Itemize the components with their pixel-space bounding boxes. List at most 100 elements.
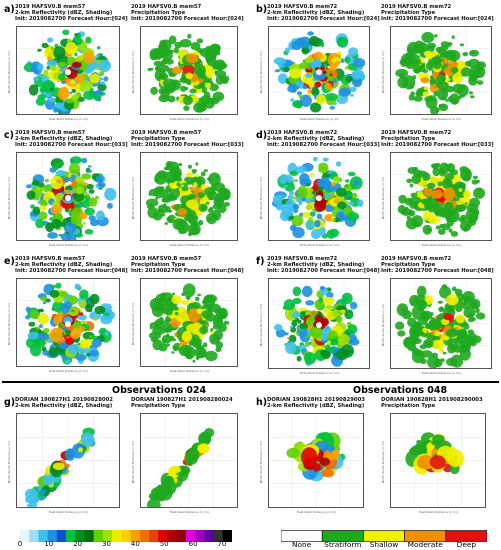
field-cell — [100, 315, 108, 321]
field-cell — [305, 220, 315, 230]
field-cell — [80, 432, 95, 447]
field-cell — [149, 326, 153, 330]
panel-header-line: Init: 2019082700 Forecast Hour:[033] — [15, 142, 128, 149]
field-cell — [329, 228, 340, 238]
x-axis-label: East-West Distance (n mi) — [170, 243, 209, 247]
precip-category-label: Moderate — [407, 540, 443, 549]
field-cell — [310, 229, 322, 240]
field-cell — [84, 207, 95, 216]
field-cell — [153, 48, 163, 61]
panel-header-line: 2019 HAFSV0.B mem57 — [131, 256, 202, 262]
field-cell — [448, 228, 453, 233]
field-cell — [87, 165, 92, 168]
field-cell — [443, 187, 456, 201]
field-cell — [316, 179, 326, 188]
field-cell — [57, 87, 70, 101]
field-cell — [62, 177, 71, 183]
field-cell — [35, 97, 46, 107]
field-cell — [40, 296, 47, 302]
panel-header-line: Init: 2019082700 Forecast Hour:[024] — [131, 16, 244, 23]
field-cell — [455, 200, 463, 206]
field-cell — [184, 87, 189, 91]
panel-d: d) 2019 HAFSV0.B mem72 2-km Reflectivity (… — [256, 130, 380, 248]
panel-header-line: 2019 HAFSV0.B mem72 — [381, 4, 452, 10]
field-cell — [439, 207, 451, 218]
field-cell — [74, 283, 81, 290]
field-cell — [204, 53, 214, 62]
field-cell — [467, 318, 475, 323]
field-cell — [320, 302, 324, 306]
field-cell — [89, 335, 93, 339]
field-cell — [106, 203, 113, 210]
panel-b2: 2019 HAFSV0.B mem72 Precipitation Type Ini… — [378, 4, 494, 122]
field-cell — [181, 292, 186, 297]
field-cell — [334, 199, 339, 204]
field-cell — [75, 75, 85, 84]
field-cell — [329, 63, 337, 72]
field-cell — [159, 40, 167, 48]
panel-header-line: 2019 HAFSV0.B mem72 — [267, 256, 338, 262]
colorbar-tick-label: 70 — [217, 540, 227, 548]
field-cell — [407, 42, 420, 56]
field-cell — [428, 321, 437, 331]
field-cell — [408, 210, 416, 217]
field-cell — [64, 359, 71, 366]
colorbar-tick-label: 10 — [44, 540, 54, 548]
field-map — [269, 153, 369, 240]
field-cell — [32, 179, 40, 187]
panel-plot — [390, 278, 492, 369]
field-cell — [81, 173, 92, 180]
y-axis-label: North-South Distance (n mi) — [381, 440, 386, 483]
field-cell — [321, 335, 327, 342]
field-map — [391, 153, 491, 240]
observations-024-title: Observations 024 — [112, 385, 207, 396]
field-cell — [53, 46, 66, 60]
field-cell — [438, 228, 446, 236]
field-cell — [460, 301, 472, 310]
field-cell — [29, 492, 37, 499]
field-cell — [158, 73, 169, 81]
field-cell — [57, 162, 65, 167]
field-cell — [69, 91, 73, 95]
panel-header-line: Precipitation Type — [381, 136, 436, 143]
field-cell — [333, 102, 337, 106]
field-cell — [28, 321, 36, 327]
field-map — [17, 414, 119, 507]
field-cell — [216, 66, 222, 71]
panel-plot — [390, 413, 486, 508]
field-cell — [32, 206, 41, 216]
field-cell — [283, 66, 290, 73]
field-cell — [47, 232, 59, 239]
field-cell — [218, 95, 221, 99]
field-cell — [152, 339, 163, 351]
field-cell — [79, 338, 89, 350]
panel-header-line: 2019 HAFSV0.B mem57 — [15, 130, 86, 136]
panel-header-line: 2019 HAFSV0.B mem57 — [131, 130, 202, 136]
field-cell — [320, 43, 325, 48]
panel-plot — [268, 278, 370, 369]
x-axis-label: East-West Distance (n mi) — [300, 243, 339, 247]
x-axis-label: East-West Distance (n mi) — [297, 510, 336, 514]
field-cell — [150, 87, 158, 96]
panel-a2: 2019 HAFSV0.B mem57 Precipitation Type Ini… — [128, 4, 244, 122]
panel-label: d) — [256, 130, 268, 141]
field-cell — [283, 185, 288, 189]
field-cell — [30, 310, 39, 320]
field-cell — [301, 46, 310, 55]
field-cell — [336, 188, 347, 198]
field-cell — [423, 50, 433, 57]
field-cell — [52, 462, 65, 471]
field-cell — [30, 204, 35, 210]
field-cell — [447, 449, 464, 468]
field-cell — [294, 179, 299, 183]
field-cell — [337, 51, 342, 55]
panel-header-line: DORIAN 190828H1 201908290003 — [381, 397, 483, 403]
field-cell — [154, 293, 168, 308]
field-cell — [427, 182, 436, 190]
field-cell — [335, 315, 343, 324]
field-cell — [298, 328, 308, 339]
field-cell — [75, 353, 87, 361]
field-cell — [94, 305, 106, 315]
field-cell — [28, 84, 39, 96]
field-cell — [217, 187, 229, 198]
